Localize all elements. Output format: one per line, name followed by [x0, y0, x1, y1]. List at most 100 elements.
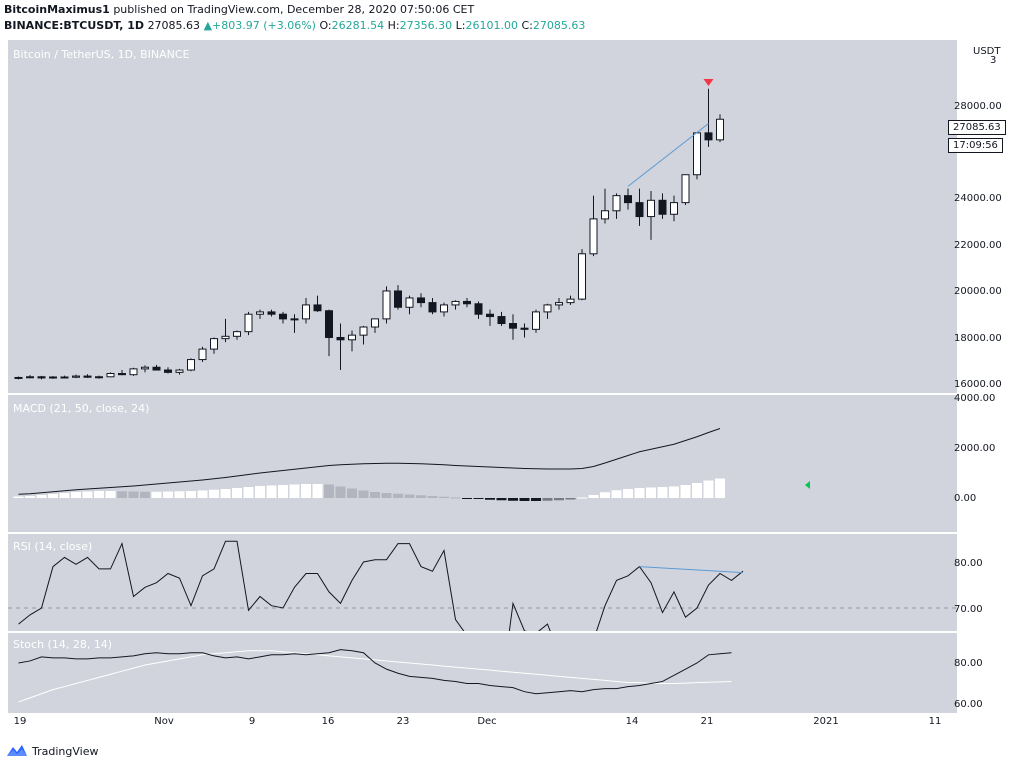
- macd-histogram-bar: [301, 484, 311, 498]
- macd-histogram-bar: [71, 492, 81, 498]
- candle-body: [279, 313, 287, 320]
- candle-body: [532, 311, 540, 330]
- price-tick: 18000.00: [954, 333, 1002, 344]
- low-label: L:: [455, 19, 466, 32]
- author-name[interactable]: BitcoinMaximus1: [4, 3, 110, 16]
- candle-body: [589, 218, 598, 255]
- time-tick: 2021: [813, 716, 839, 727]
- candle-body: [325, 310, 333, 338]
- macd-histogram-bar: [600, 492, 610, 498]
- time-tick: 9: [248, 716, 256, 727]
- macd-histogram-bar: [577, 497, 587, 499]
- time-tick: 14: [625, 716, 639, 727]
- macd-histogram-bar: [48, 494, 58, 498]
- candle-body: [555, 302, 563, 306]
- macd-histogram-bar: [197, 490, 208, 498]
- rsi-tick: 70.00: [954, 604, 983, 615]
- macd-histogram-bar: [128, 491, 139, 498]
- macd-histogram-bar: [117, 491, 127, 498]
- candle-body: [198, 348, 207, 361]
- main-price-pane[interactable]: Bitcoin / TetherUS, 1D, BINANCE: [8, 40, 956, 393]
- macd-tick: 0.00: [954, 493, 977, 504]
- macd-histogram-bar: [450, 497, 461, 499]
- candle-body: [164, 369, 172, 373]
- candle-body: [693, 132, 701, 176]
- price-tick: 28000.00: [954, 101, 1002, 112]
- macd-histogram-bar: [25, 496, 35, 498]
- candle-body: [49, 376, 57, 379]
- candle-body: [440, 304, 448, 313]
- candle-body: [543, 304, 552, 313]
- candle-body: [474, 303, 483, 315]
- stoch-pane[interactable]: Stoch (14, 28, 14): [8, 633, 956, 713]
- macd-histogram-bar: [611, 490, 622, 498]
- candle-body: [359, 326, 368, 336]
- candle-body: [118, 373, 126, 376]
- chart-area[interactable]: Bitcoin / TetherUS, 1D, BINANCE USDT MAC…: [8, 40, 1017, 714]
- close-label: C:: [521, 19, 533, 32]
- macd-histogram-bar: [174, 491, 185, 498]
- stoch-tick: 80.00: [954, 658, 983, 669]
- macd-chart[interactable]: [8, 395, 956, 532]
- macd-pane[interactable]: MACD (21, 50, close, 24): [8, 395, 956, 532]
- time-tick: 16: [321, 716, 335, 727]
- macd-histogram-bar: [186, 491, 196, 498]
- candle-body: [578, 253, 586, 300]
- macd-histogram-bar: [588, 495, 599, 498]
- macd-histogram-bar: [289, 484, 300, 498]
- rsi-axis[interactable]: [956, 534, 1017, 631]
- candle-body: [37, 376, 46, 379]
- rsi-chart[interactable]: [8, 534, 956, 692]
- stoch-axis[interactable]: [956, 633, 1017, 713]
- macd-histogram-bar: [634, 488, 645, 498]
- macd-histogram-bar: [485, 498, 495, 500]
- macd-line: [18, 428, 721, 495]
- candle-body: [509, 323, 517, 329]
- candle-body: [348, 334, 356, 341]
- macd-axis[interactable]: [956, 395, 1017, 532]
- price-trendline: [627, 123, 709, 187]
- tradingview-footer[interactable]: TradingView: [6, 744, 98, 758]
- candle-body: [670, 202, 678, 215]
- macd-histogram-bar: [243, 487, 254, 498]
- macd-histogram-bar: [94, 491, 104, 498]
- macd-histogram-bar: [381, 493, 392, 498]
- macd-histogram-bar: [542, 498, 553, 501]
- price-change: ▲+803.97 (+3.06%): [203, 19, 316, 32]
- candle-body: [14, 376, 23, 379]
- candle-body: [175, 369, 184, 373]
- macd-histogram-bar: [358, 490, 369, 498]
- rsi-pane[interactable]: RSI (14, close): [8, 534, 956, 692]
- macd-histogram-bar: [692, 483, 702, 498]
- macd-histogram-bar: [531, 498, 541, 501]
- time-tick: 19: [13, 716, 27, 727]
- macd-histogram-bar: [565, 498, 576, 500]
- candle-body: [382, 290, 391, 320]
- candle-body: [336, 336, 345, 341]
- candle-body: [704, 132, 713, 141]
- macd-histogram-bar: [59, 493, 70, 498]
- candle-body: [601, 210, 609, 220]
- candlestick-chart[interactable]: [8, 40, 956, 393]
- macd-histogram-bar: [715, 478, 725, 498]
- macd-histogram-bar: [427, 496, 438, 498]
- macd-histogram-bar: [255, 486, 265, 498]
- macd-histogram-bar: [393, 493, 403, 498]
- macd-histogram-bar: [105, 491, 116, 498]
- macd-tick: 2000.00: [954, 443, 996, 454]
- macd-histogram-bar: [508, 498, 518, 501]
- price-axis[interactable]: USDT: [956, 40, 1017, 393]
- price-tick: 16000.00: [954, 379, 1002, 390]
- candle-body: [405, 297, 414, 308]
- rsi-pane-title: RSI (14, close): [13, 540, 93, 553]
- publish-line: BitcoinMaximus1 published on TradingView…: [4, 3, 474, 16]
- rsi-divergence-line: [639, 566, 744, 574]
- macd-histogram-bar: [220, 489, 231, 498]
- stoch-chart[interactable]: [8, 633, 956, 713]
- last-price: 27085.63: [147, 19, 201, 32]
- last-price-tag: 27085.63: [948, 120, 1006, 135]
- high-value: 27356.30: [399, 19, 453, 32]
- candle-body: [221, 335, 230, 340]
- symbol-label[interactable]: BINANCE:BTCUSDT, 1D: [4, 19, 145, 32]
- macd-histogram-bar: [703, 480, 714, 498]
